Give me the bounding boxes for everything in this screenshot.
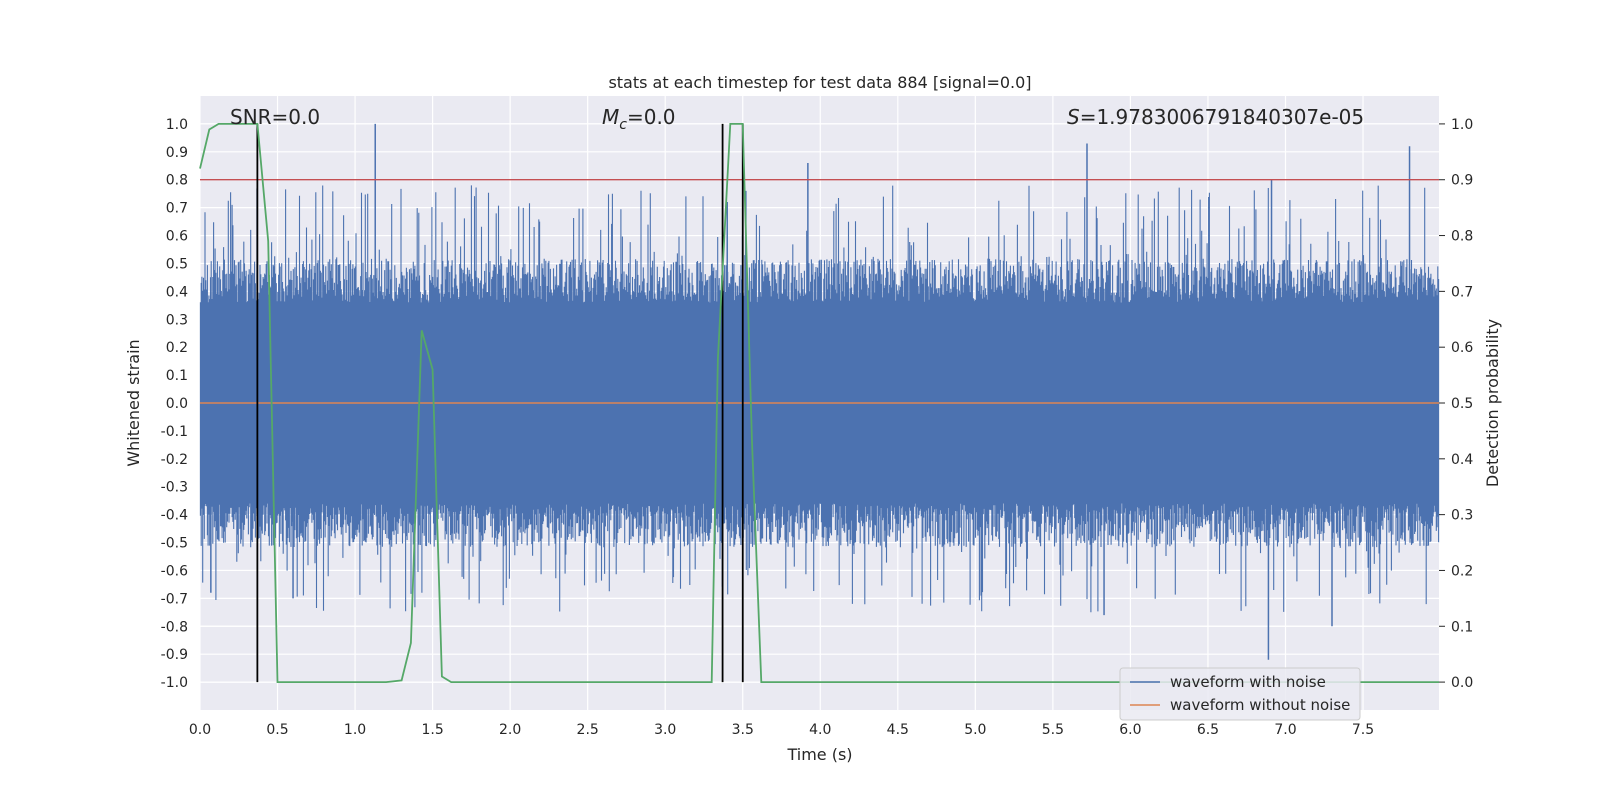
y2-tick-label: 0.8 [1451, 229, 1473, 245]
x-tick-label: 1.0 [344, 722, 366, 738]
y-tick-label: -0.4 [161, 508, 188, 524]
y-tick-label: -1.0 [161, 675, 188, 691]
mc-subscript: c [619, 117, 627, 133]
x-tick-label: 5.0 [964, 722, 986, 738]
legend-label-noise: waveform with noise [1170, 673, 1326, 691]
x-tick-label: 6.5 [1197, 722, 1219, 738]
y-axis-label: Whitened strain [124, 339, 143, 466]
mc-annotation: Mc=0.0 [602, 105, 676, 133]
y2-tick-label: 0.2 [1451, 563, 1473, 579]
x-axis-label: Time (s) [786, 745, 852, 764]
y2-tick-label: 0.5 [1451, 396, 1473, 412]
x-tick-label: 3.0 [654, 722, 676, 738]
x-tick-label: 7.5 [1352, 722, 1374, 738]
y-tick-label: -0.1 [161, 424, 188, 440]
legend: waveform with noise waveform without noi… [1119, 667, 1361, 721]
chart-marks [199, 123, 1439, 683]
x-tick-label: 7.0 [1274, 722, 1296, 738]
y-tick-label: 1.0 [166, 117, 188, 133]
y-tick-label: -0.3 [161, 480, 188, 496]
legend-box [1119, 667, 1361, 721]
y-tick-label: 0.3 [166, 312, 188, 328]
y-tick-label: 0.4 [166, 284, 188, 300]
y-tick-label: 0.2 [166, 340, 188, 356]
s-annotation: S=1.9783006791840307e-05 [1067, 105, 1364, 129]
x-tick-label: 2.5 [577, 722, 599, 738]
noisy-waveform-series [199, 123, 1440, 660]
y2-tick-label: 0.7 [1451, 284, 1473, 300]
x-tick-label: 1.5 [421, 722, 443, 738]
y-tick-label: -0.9 [161, 647, 188, 663]
y2-tick-label: 0.9 [1451, 173, 1473, 189]
x-tick-label: 0.5 [266, 722, 288, 738]
tick-labels: 0.0 0.5 1.0 1.5 2.0 2.5 3.0 3.5 4.0 4.5 5.0 5.5 6.0 6… [161, 117, 1474, 738]
x-tick-label: 6.0 [1119, 722, 1141, 738]
x-tick-label: 2.0 [499, 722, 521, 738]
mc-symbol: M [602, 105, 619, 129]
y2-tick-label: 0.1 [1451, 619, 1473, 635]
y-tick-label: 0.6 [166, 229, 188, 245]
x-tick-label: 5.5 [1042, 722, 1064, 738]
y2-tick-label: 0.6 [1451, 340, 1473, 356]
y2-axis-label: Detection probability [1483, 319, 1502, 487]
y-tick-label: 0.5 [166, 256, 188, 272]
s-symbol: S [1067, 105, 1080, 129]
y-tick-label: 0.1 [166, 368, 188, 384]
y2-tick-label: 1.0 [1451, 117, 1473, 133]
y-tick-label: 0.7 [166, 201, 188, 217]
mc-value: =0.0 [627, 105, 676, 129]
y2-tick-label: 0.0 [1451, 675, 1473, 691]
x-tick-label: 4.5 [887, 722, 909, 738]
y-tick-label: -0.2 [161, 452, 188, 468]
y-tick-label: -0.7 [161, 591, 188, 607]
x-tick-label: 4.0 [809, 722, 831, 738]
y-tick-label: -0.5 [161, 536, 188, 552]
x-tick-label: 0.0 [189, 722, 211, 738]
y-tick-label: 0.0 [166, 396, 188, 412]
legend-label-clean: waveform without noise [1170, 696, 1350, 714]
chart-title: stats at each timestep for test data 884… [608, 73, 1031, 92]
y2-tick-label: 0.3 [1451, 508, 1473, 524]
y-tick-label: -0.8 [161, 619, 188, 635]
detection-probability-line [199, 123, 1439, 683]
x-tick-label: 3.5 [732, 722, 754, 738]
y2-tick-label: 0.4 [1451, 452, 1473, 468]
y-tick-label: 0.8 [166, 173, 188, 189]
y-tick-label: -0.6 [161, 563, 188, 579]
s-value: =1.9783006791840307e-05 [1080, 105, 1364, 129]
y-tick-label: 0.9 [166, 145, 188, 161]
snr-annotation: SNR=0.0 [230, 105, 320, 129]
